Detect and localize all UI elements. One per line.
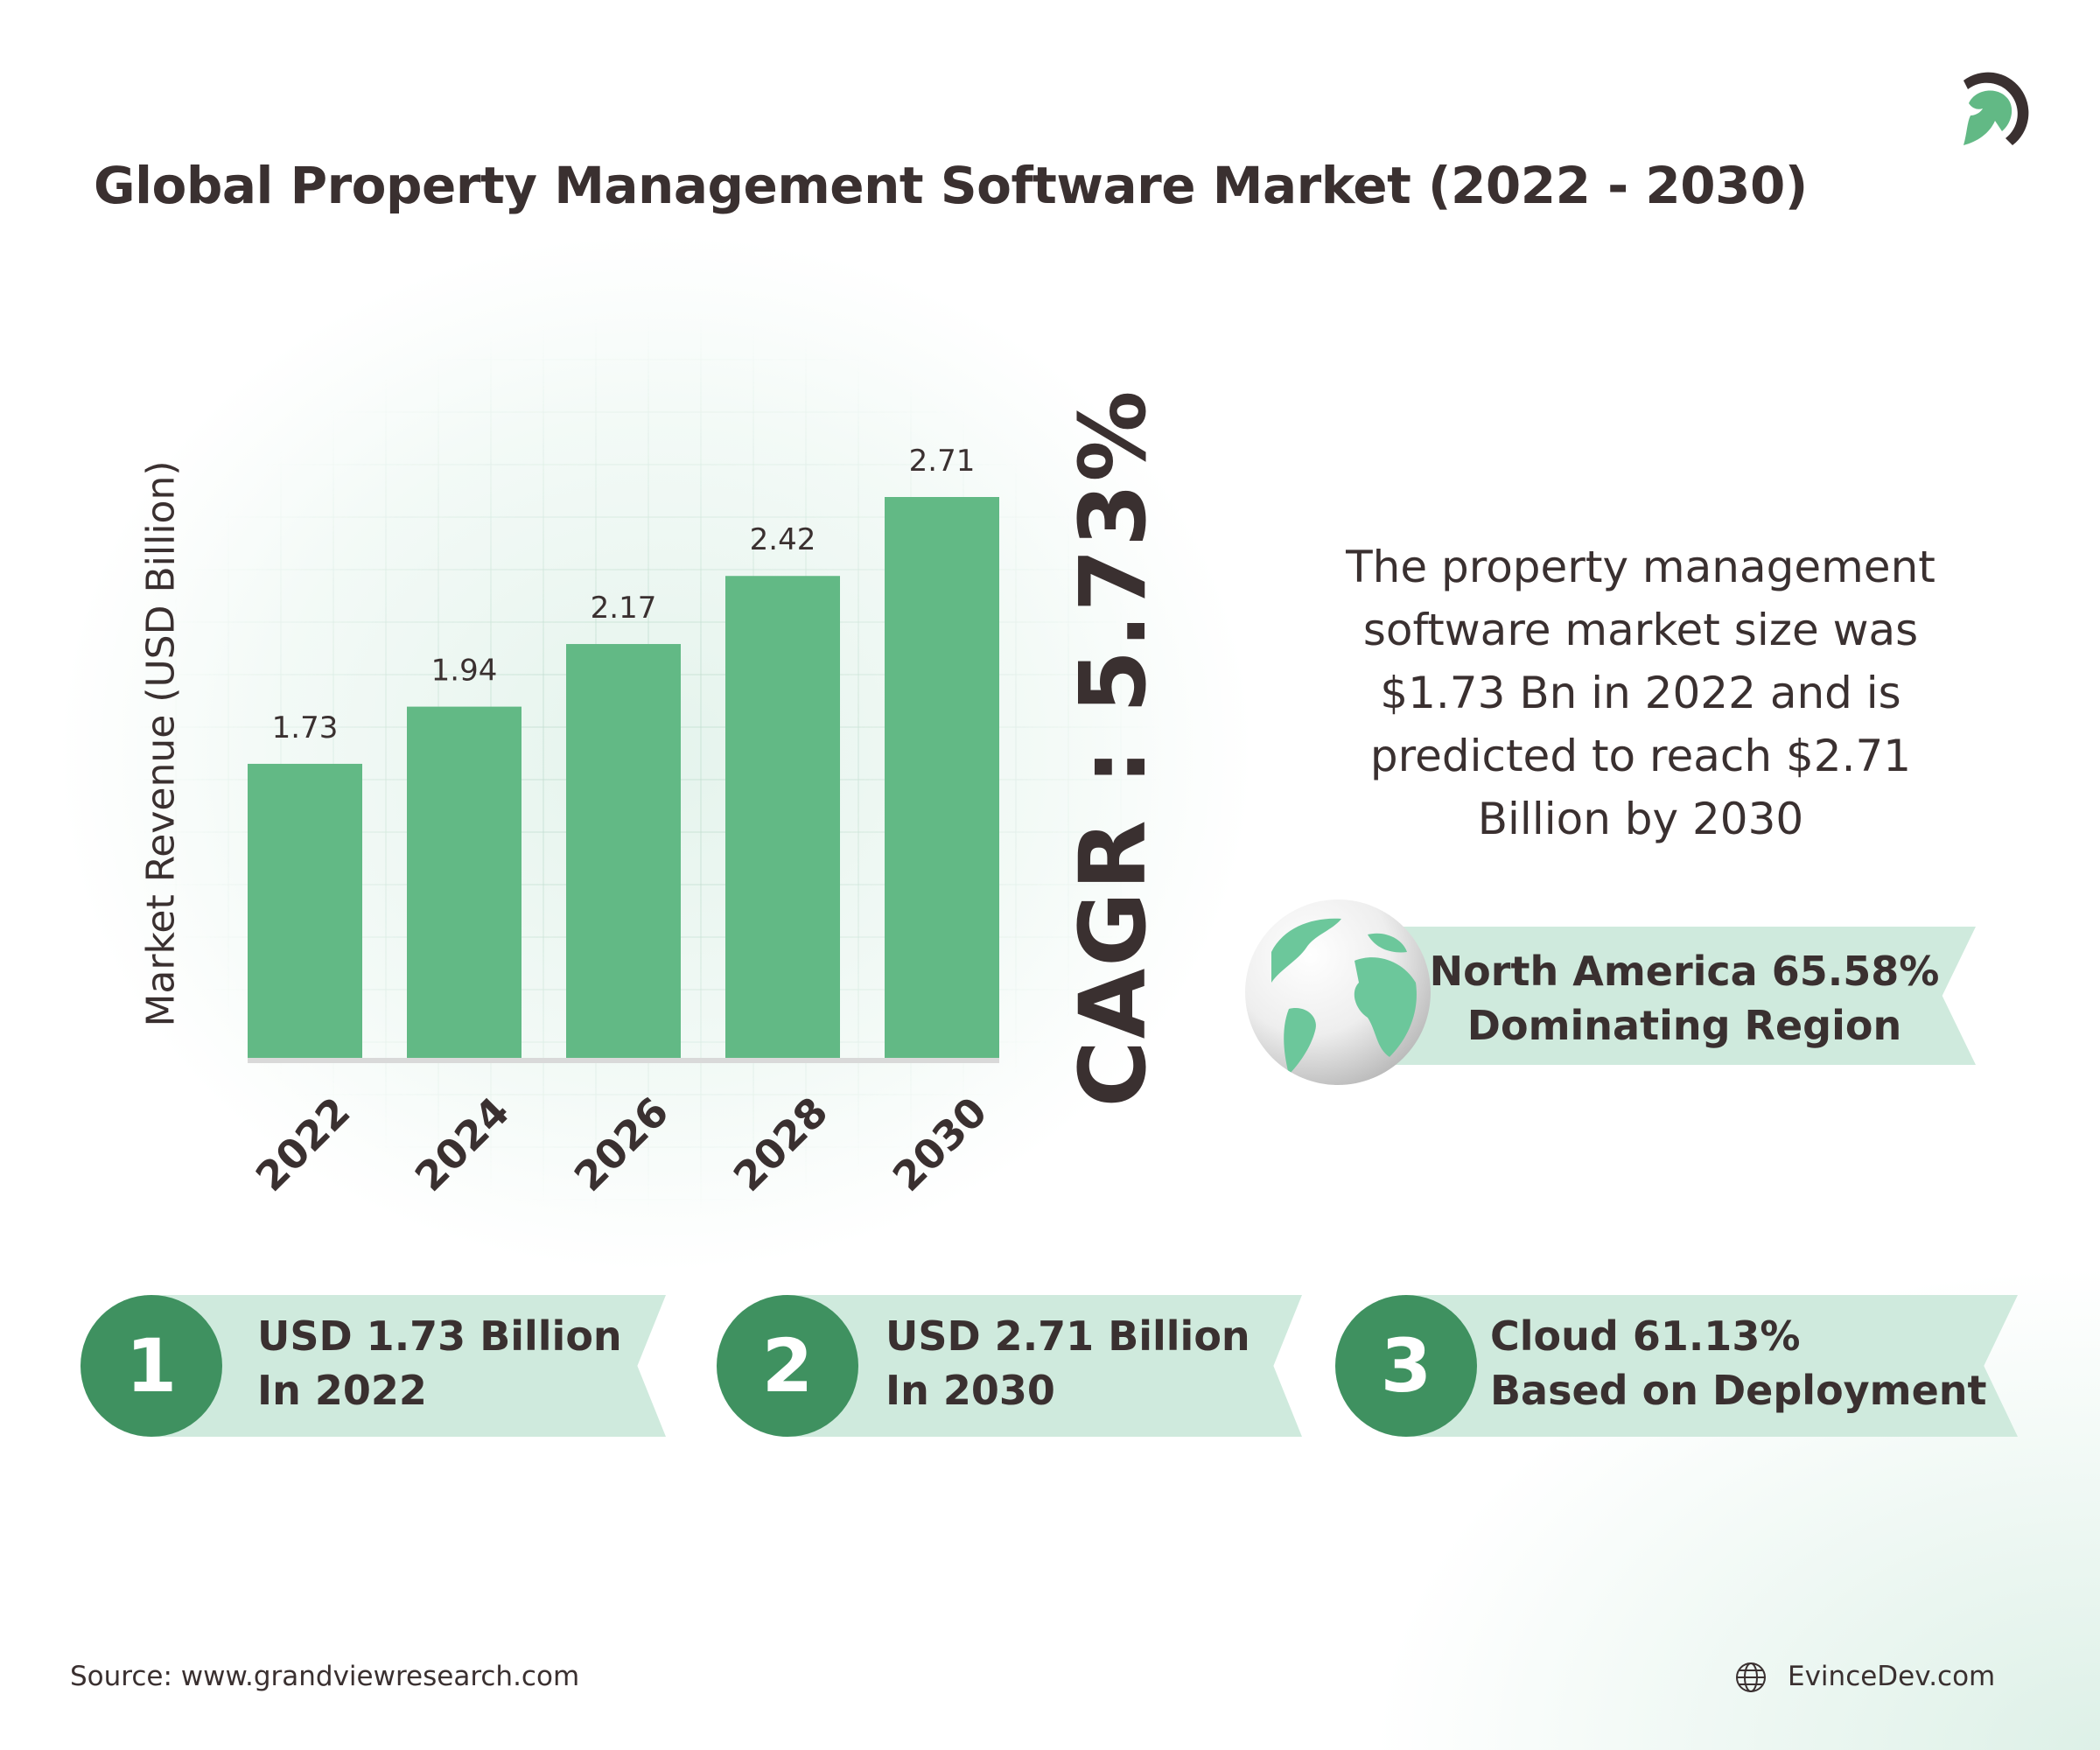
bar-2030 <box>885 497 999 1058</box>
region-ribbon <box>1366 927 1976 1065</box>
summary-line: Billion by 2030 <box>1477 794 1804 844</box>
summary-line: $1.73 Bn in 2022 and is <box>1380 668 1901 718</box>
summary-line: software market size was <box>1362 605 1919 655</box>
x-tick-label: 2024 <box>406 1088 519 1200</box>
x-tick-label: 2028 <box>724 1088 837 1200</box>
highlight-number-badge: 3 <box>1335 1295 1477 1437</box>
region-share: North America 65.58% <box>1429 948 1940 995</box>
globe-icon <box>1245 900 1431 1085</box>
highlight-text: Cloud 61.13% Based on Deployment <box>1490 1309 1987 1418</box>
bar-2024 <box>407 706 522 1058</box>
highlight-line: In 2030 <box>886 1367 1055 1414</box>
logo-icon <box>1964 72 2029 145</box>
market-summary: The property management software market … <box>1295 536 1986 850</box>
highlight-line: USD 1.73 Billion <box>257 1312 622 1360</box>
x-tick-label: 2022 <box>247 1088 360 1200</box>
x-tick-label: 2030 <box>884 1088 997 1200</box>
summary-line: The property management <box>1346 542 1936 592</box>
website-link[interactable]: EvinceDev.com <box>1788 1661 1996 1692</box>
highlight-ribbon <box>783 1295 1302 1437</box>
source-text: Source: www.grandviewresearch.com <box>70 1661 580 1692</box>
highlight-line: Cloud 61.13% <box>1490 1312 1801 1360</box>
bar-chart: 1.73 2022 1.94 2024 2.17 2026 2.42 2028 2.71 2030 <box>247 444 999 1200</box>
bar-2026 <box>566 644 681 1058</box>
data-label: 1.73 <box>272 710 339 746</box>
region-caption: Dominating Region <box>1466 1002 1902 1049</box>
web-globe-icon <box>1736 1662 1766 1692</box>
page-title: Global Property Management Software Mark… <box>94 156 1808 215</box>
cagr-label: CAGR : 5.73% <box>1060 388 1166 1108</box>
highlight-ribbon <box>1402 1295 2018 1437</box>
highlight-number-badge: 1 <box>80 1295 222 1437</box>
data-label: 1.94 <box>431 654 498 689</box>
highlight-text: USD 2.71 Billion In 2030 <box>886 1309 1250 1418</box>
x-tick-label: 2026 <box>565 1088 678 1200</box>
highlight-text: USD 1.73 Billion In 2022 <box>257 1309 622 1418</box>
data-label: 2.71 <box>909 444 976 479</box>
y-axis-label: Market Revenue (USD Billion) <box>138 460 184 1027</box>
highlight-line: In 2022 <box>257 1367 427 1414</box>
highlight-line: USD 2.71 Billion <box>886 1312 1250 1360</box>
data-label: 2.42 <box>750 522 816 557</box>
summary-line: predicted to reach $2.71 <box>1369 731 1912 781</box>
highlight-line: Based on Deployment <box>1490 1367 1987 1414</box>
bar-2022 <box>248 763 362 1058</box>
highlight-ribbon <box>147 1295 666 1437</box>
highlight-number-badge: 2 <box>717 1295 858 1437</box>
data-label: 2.17 <box>591 591 657 626</box>
region-text: North America 65.58% Dominating Region <box>1430 944 1940 1053</box>
bar-2028 <box>725 576 840 1058</box>
